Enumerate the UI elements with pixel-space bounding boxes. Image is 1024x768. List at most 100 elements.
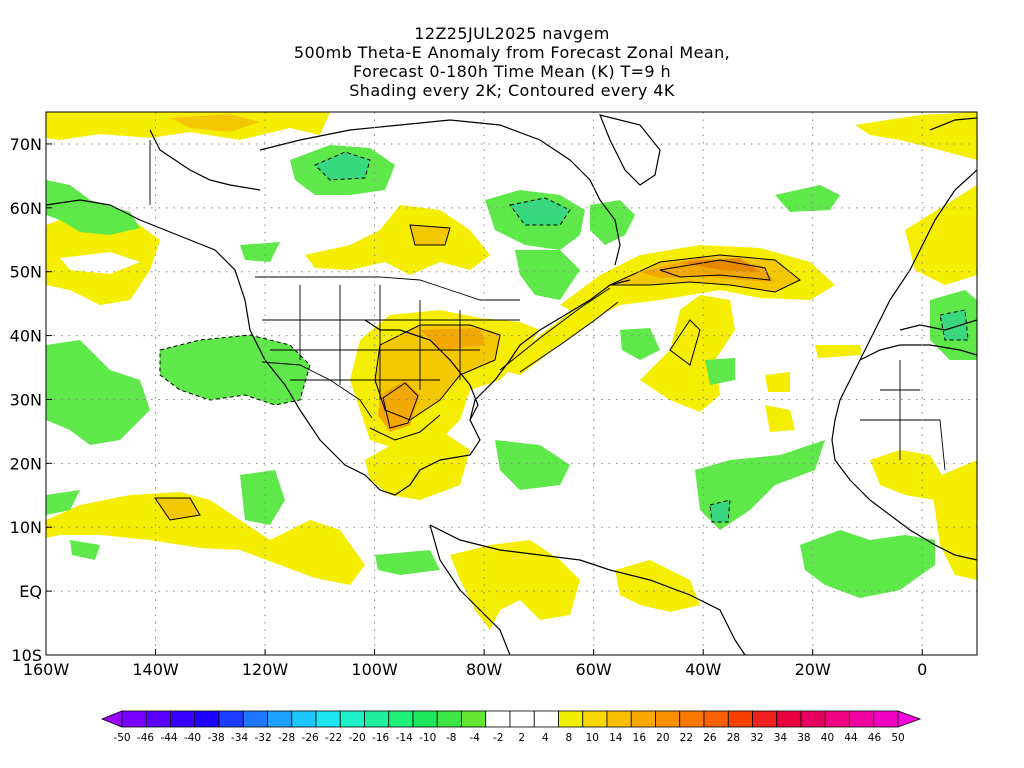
colorbar-label: -20 [349,732,366,744]
cool-region [705,358,735,385]
lon-tick-label: 60W [576,660,612,679]
warm-region [930,460,977,580]
borders [149,140,946,471]
anomaly-shading [46,112,977,630]
colorbar-swatch [800,710,826,728]
warm-region [680,258,760,272]
warm-region [765,405,795,432]
title-line-2: 500mb Theta-E Anomaly from Forecast Zona… [293,43,731,62]
colorbar-label: -40 [184,732,201,744]
colorbar-arrow-left [100,710,123,728]
cool-region [495,440,570,490]
cool-region [46,180,140,235]
colorbar-swatch [121,710,147,728]
cool-region [590,200,635,245]
contour-line [669,319,701,366]
colorbar-swatch [339,710,365,728]
title-line-3: Forecast 0-180h Time Mean (K) T=9 h [352,62,672,81]
cool-region [800,530,935,598]
cool-region [620,328,660,360]
colorbar-swatch [242,710,268,728]
colorbar-label: -46 [137,732,154,744]
coastline [929,117,977,131]
colorbar-swatch [655,710,681,728]
lon-tick-label: 120W [242,660,289,679]
lat-tick-label: 10N [10,518,42,537]
coastline [899,319,977,331]
colorbar-swatch [436,710,462,728]
contours [154,224,801,521]
colorbar-label: 4 [542,732,549,744]
warm-region [305,205,490,275]
lon-tick-label: 100W [351,660,398,679]
colorbar-swatch [533,710,559,728]
warm-region [500,285,620,375]
warm-region [905,185,977,285]
cool-region [46,490,80,515]
cool-region [510,198,570,225]
warm-region [640,295,735,412]
colorbar-swatch [582,710,608,728]
colorbar-swatch [849,710,875,728]
contour-line [154,497,201,521]
coastline [429,524,746,655]
title-line-1: 12Z25JUL2025 navgem [414,24,610,43]
contour-line-negative [939,309,969,341]
colorbar-swatch [267,710,293,728]
coastline [149,129,261,191]
colorbar-swatch [776,710,802,728]
colorbar-swatch [364,710,390,728]
warm-region [420,328,485,350]
coastline [439,279,631,461]
colorbar-swatch [315,710,341,728]
lon-tick-label: 20W [795,660,831,679]
cool-region [775,185,840,212]
colorbar-swatch [558,710,584,728]
lon-tick-label: 140W [132,660,179,679]
lat-tick-label: EQ [19,582,42,601]
warm-region [450,540,580,630]
warm-region [60,252,140,274]
warm-region [615,560,700,612]
cool-region [240,470,285,525]
colorbar-label: -4 [469,732,480,744]
contour-line [409,224,451,246]
colorbar-label: -32 [255,732,272,744]
lat-tick-label: 60N [10,199,42,218]
colorbar-swatch [461,710,487,728]
contour-line [374,324,501,421]
colorbar-label: -34 [231,732,248,744]
warm-region [365,430,470,500]
contour-line [519,301,619,373]
colorbar-swatch [485,710,511,728]
negative-contours [159,151,969,523]
cool-region [940,310,968,340]
contour-line-negative [159,334,311,406]
colorbar-swatch [752,710,778,728]
colorbar-label: 34 [774,732,788,744]
contour-line-negative [509,197,571,226]
title-block: 12Z25JUL2025 navgem 500mb Theta-E Anomal… [0,24,1024,100]
cool-region [375,550,440,575]
lat-tick-label: 50N [10,263,42,282]
title-line-4: Shading every 2K; Contoured every 4K [349,81,675,100]
colorbar-arrow-right [897,710,922,728]
colorbar-swatch [509,710,535,728]
colorbar-swatch [194,710,220,728]
colorbar-label: 26 [703,732,717,744]
lat-tick-label: 20N [10,454,42,473]
colorbar-swatch [727,710,753,728]
colorbar-label: -10 [419,732,436,744]
warm-region [870,450,945,500]
colorbar-label: 16 [633,732,647,744]
colorbar-label: -8 [446,732,456,744]
colorbar-swatch [170,710,196,728]
lat-tick-label: 30N [10,390,42,409]
colorbar-label: 20 [656,732,669,744]
border [860,360,946,471]
colorbar-label: 44 [844,732,858,744]
border [262,319,520,381]
warm-region [170,114,260,132]
colorbar-swatch [703,710,729,728]
